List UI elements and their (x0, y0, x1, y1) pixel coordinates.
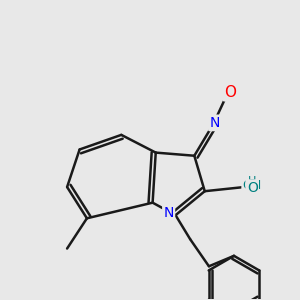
Text: N: N (209, 116, 220, 130)
Text: O: O (247, 181, 258, 195)
Text: H: H (248, 176, 256, 186)
Text: N: N (164, 206, 174, 220)
Text: O: O (224, 85, 236, 100)
Text: OH: OH (243, 179, 262, 192)
